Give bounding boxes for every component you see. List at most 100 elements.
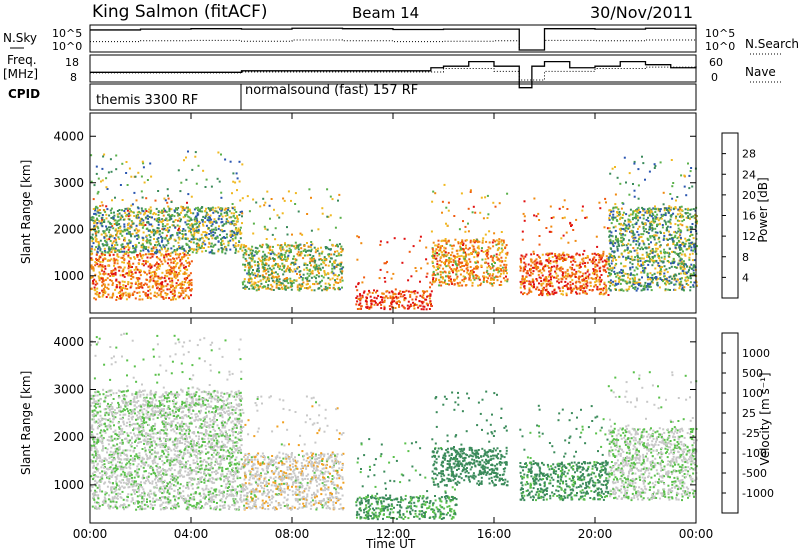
echo-cell bbox=[158, 250, 161, 253]
echo-cell bbox=[627, 257, 630, 260]
echo-cell bbox=[541, 274, 544, 277]
echo-cell bbox=[481, 241, 484, 244]
echo-cell bbox=[111, 244, 113, 247]
echo-cell bbox=[618, 275, 621, 278]
echo-cell bbox=[275, 286, 278, 289]
echo-cell bbox=[239, 247, 242, 250]
echo-cell bbox=[639, 259, 642, 262]
echo-cell bbox=[286, 226, 288, 229]
echo-cell bbox=[652, 257, 654, 260]
echo-cell bbox=[132, 222, 135, 225]
echo-cell bbox=[131, 211, 134, 214]
echo-cell bbox=[174, 277, 177, 280]
echo-cell bbox=[563, 254, 566, 257]
echo-cell bbox=[491, 277, 494, 280]
echo-cell bbox=[312, 255, 315, 258]
echo-cell bbox=[658, 208, 661, 211]
echo-cell bbox=[185, 250, 188, 253]
echo-cell bbox=[225, 236, 228, 239]
echo-cell bbox=[104, 279, 107, 281]
echo-cell bbox=[438, 264, 441, 266]
echo-cell bbox=[276, 263, 279, 265]
echo-cell bbox=[473, 267, 476, 270]
echo-cell bbox=[195, 215, 197, 218]
echo-cell bbox=[97, 211, 100, 214]
echo-cell bbox=[254, 250, 257, 253]
echo-cell bbox=[663, 219, 666, 222]
echo-cell bbox=[157, 237, 160, 239]
echo-cell bbox=[420, 300, 423, 303]
echo-cell bbox=[572, 229, 575, 231]
echo-cell bbox=[333, 253, 336, 256]
echo-cell bbox=[259, 279, 262, 282]
echo-cell bbox=[542, 265, 545, 268]
echo-cell bbox=[472, 277, 475, 280]
echo-cell bbox=[443, 281, 446, 284]
echo-cell bbox=[163, 254, 165, 257]
echo-cell bbox=[449, 254, 452, 257]
echo-cell bbox=[620, 222, 622, 225]
echo-cell bbox=[155, 218, 158, 221]
echo-cell bbox=[197, 209, 199, 212]
echo-cell bbox=[155, 280, 158, 283]
echo-cell bbox=[440, 280, 443, 283]
echo-cell bbox=[646, 284, 649, 287]
echo-cell bbox=[182, 283, 185, 286]
echo-cell bbox=[190, 241, 193, 244]
echo-cell bbox=[176, 224, 179, 227]
echo-cell bbox=[506, 251, 509, 254]
echo-cell bbox=[309, 285, 311, 288]
echo-cell bbox=[666, 271, 669, 274]
echo-cell bbox=[109, 158, 112, 161]
echo-cell bbox=[287, 265, 289, 268]
echo-cell bbox=[420, 267, 423, 270]
echo-cell bbox=[264, 201, 267, 204]
echo-cell bbox=[329, 195, 332, 198]
echo-cell bbox=[556, 275, 559, 278]
echo-cell bbox=[231, 233, 233, 236]
echo-cell bbox=[635, 240, 638, 242]
echo-cell bbox=[645, 251, 648, 254]
echo-cell bbox=[259, 274, 262, 277]
echo-cell bbox=[658, 222, 661, 225]
echo-cell bbox=[216, 236, 219, 239]
echo-cell bbox=[393, 292, 396, 295]
echo-cell bbox=[687, 284, 690, 286]
echo-cell bbox=[220, 196, 223, 199]
echo-cell bbox=[154, 213, 157, 216]
echo-cell bbox=[669, 218, 672, 221]
echo-cell bbox=[670, 206, 673, 209]
echo-cell bbox=[220, 153, 222, 156]
echo-cell bbox=[593, 285, 596, 288]
echo-cell bbox=[683, 267, 686, 270]
echo-cell bbox=[599, 270, 601, 273]
echo-cell bbox=[117, 236, 120, 239]
echo-cell bbox=[305, 283, 308, 286]
echo-cell bbox=[169, 273, 172, 276]
echo-cell bbox=[441, 271, 444, 274]
echo-cell bbox=[653, 272, 656, 275]
echo-cell bbox=[180, 294, 183, 297]
echo-cell bbox=[588, 273, 591, 276]
echo-cell bbox=[190, 238, 193, 241]
echo-cell bbox=[176, 262, 179, 264]
echo-cell bbox=[175, 286, 177, 289]
echo-cell bbox=[115, 286, 118, 288]
echo-cell bbox=[610, 256, 613, 259]
echo-cell bbox=[567, 241, 570, 244]
echo-cell bbox=[176, 233, 179, 236]
echo-cell bbox=[128, 262, 131, 265]
echo-cell bbox=[616, 211, 618, 213]
echo-cell bbox=[326, 286, 329, 289]
echo-cell bbox=[133, 256, 136, 259]
echo-cell bbox=[285, 280, 288, 283]
echo-cell bbox=[245, 250, 248, 253]
echo-cell bbox=[288, 267, 291, 270]
echo-cell bbox=[267, 264, 270, 267]
echo-cell bbox=[633, 280, 636, 283]
echo-cell bbox=[204, 236, 207, 239]
echo-cell bbox=[495, 256, 498, 259]
echo-cell bbox=[664, 282, 666, 285]
echo-cell bbox=[193, 233, 196, 236]
echo-cell bbox=[370, 305, 373, 308]
